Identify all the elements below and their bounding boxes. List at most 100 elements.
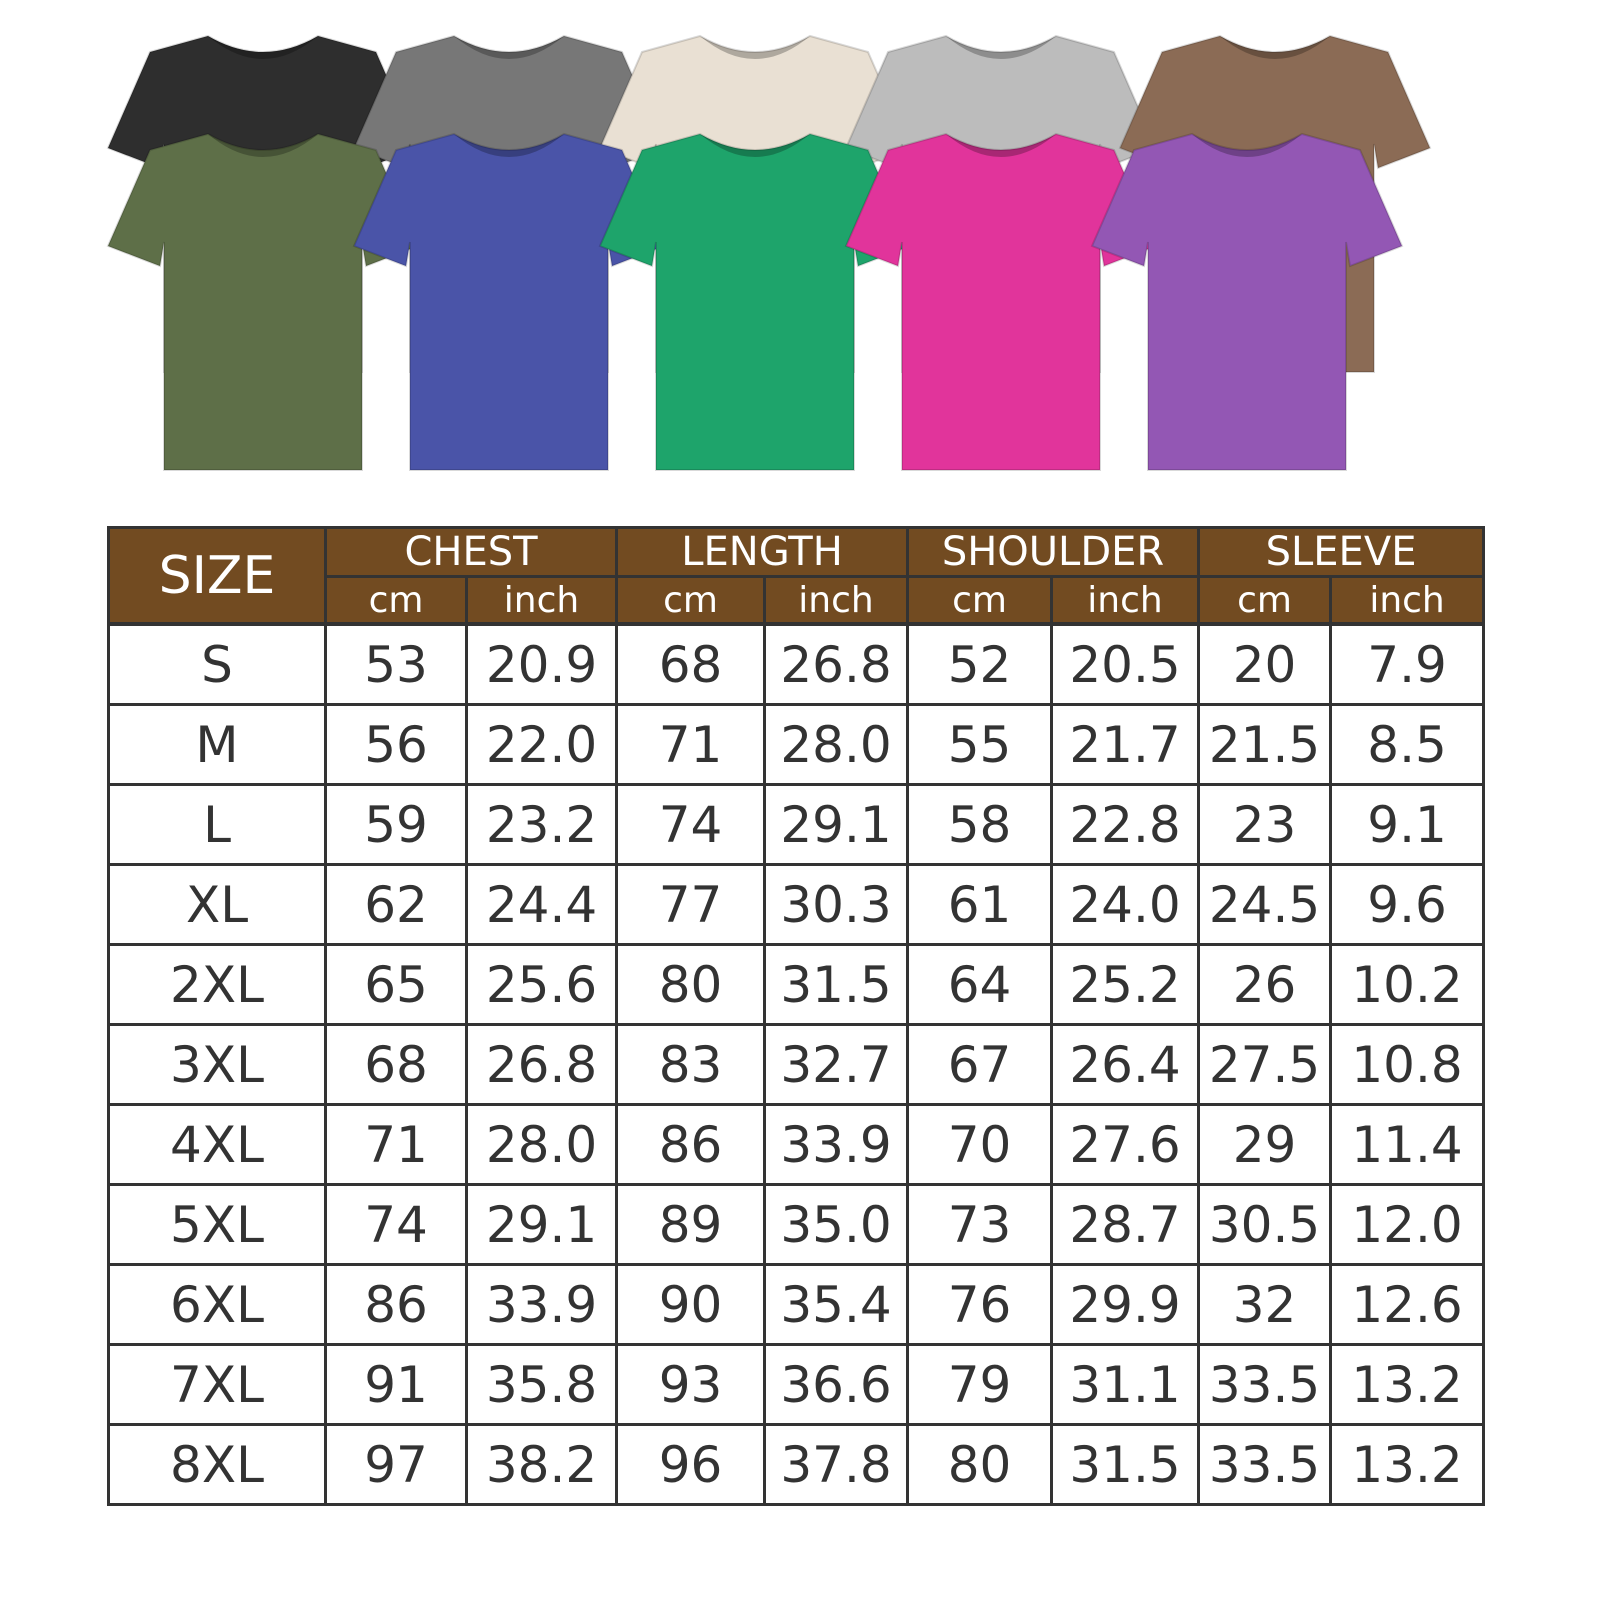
table-row: 4XL 71 28.0 86 33.9 70 27.6 29 11.4 <box>107 1103 1486 1186</box>
shoulder-inch-cell: 31.1 <box>1050 1343 1201 1426</box>
shoulder-cm-cell: 64 <box>906 943 1054 1026</box>
chest-inch-cell: 24.4 <box>464 863 619 946</box>
sleeve-cm-cell: 33.5 <box>1197 1343 1333 1426</box>
chest-inch-cell: 25.6 <box>464 943 619 1026</box>
shoulder-inch-cell: 29.9 <box>1050 1263 1201 1346</box>
length-inch-cell: 26.8 <box>763 622 910 706</box>
table-row: 7XL 91 35.8 93 36.6 79 31.1 33.5 13.2 <box>107 1343 1486 1426</box>
table-row: 6XL 86 33.9 90 35.4 76 29.9 32 12.6 <box>107 1263 1486 1346</box>
size-chart-table: SIZE CHEST LENGTH SHOULDER SLEEVE cm inc… <box>107 526 1486 1506</box>
size-cell: 6XL <box>107 1263 327 1346</box>
shoulder-cm-cell: 73 <box>906 1183 1054 1266</box>
shoulder-cm-cell: 52 <box>906 622 1054 706</box>
sleeve-inch-cell: 13.2 <box>1329 1343 1486 1426</box>
size-cell: S <box>107 622 327 706</box>
shoulder-cm-cell: 55 <box>906 703 1054 786</box>
chest-inch-cell: 20.9 <box>464 622 619 706</box>
length-cm-cell: 68 <box>615 622 767 706</box>
sleeve-cm-cell: 24.5 <box>1197 863 1333 946</box>
sleeve-cm-cell: 29 <box>1197 1103 1333 1186</box>
shoulder-cm-cell: 80 <box>906 1423 1054 1506</box>
shoulder-inch-cell: 31.5 <box>1050 1423 1201 1506</box>
length-header: LENGTH <box>615 526 910 578</box>
size-header: SIZE <box>107 526 327 626</box>
table-row: L 59 23.2 74 29.1 58 22.8 23 9.1 <box>107 783 1486 866</box>
chest-inch-cell: 23.2 <box>464 783 619 866</box>
shoulder-cm-cell: 70 <box>906 1103 1054 1186</box>
length-inch-cell: 37.8 <box>763 1423 910 1506</box>
green-tshirt <box>598 132 912 471</box>
length-inch-cell: 33.9 <box>763 1103 910 1186</box>
length-cm-cell: 83 <box>615 1023 767 1106</box>
sleeve-inch-cell: 10.8 <box>1329 1023 1486 1106</box>
table-row: 5XL 74 29.1 89 35.0 73 28.7 30.5 12.0 <box>107 1183 1486 1266</box>
sleeve-inch-cell: 9.6 <box>1329 863 1486 946</box>
shoulder-cm-cell: 76 <box>906 1263 1054 1346</box>
unit-inch-header: inch <box>465 575 619 626</box>
length-cm-cell: 96 <box>615 1423 767 1506</box>
chest-cm-cell: 68 <box>324 1023 468 1106</box>
sleeve-cm-cell: 33.5 <box>1197 1423 1333 1506</box>
size-rows: S 53 20.9 68 26.8 52 20.5 20 7.9 M 56 22.0 71 28.0 55 2… <box>107 622 1486 1506</box>
chest-cm-cell: 59 <box>324 783 468 866</box>
shoulder-inch-cell: 27.6 <box>1050 1103 1201 1186</box>
shoulder-cm-cell: 79 <box>906 1343 1054 1426</box>
chest-inch-cell: 26.8 <box>464 1023 619 1106</box>
shoulder-inch-cell: 20.5 <box>1050 622 1201 706</box>
blue-tshirt <box>352 132 666 471</box>
sleeve-inch-cell: 11.4 <box>1329 1103 1486 1186</box>
pink-tshirt <box>844 132 1158 471</box>
shoulder-cm-cell: 67 <box>906 1023 1054 1106</box>
length-inch-cell: 35.4 <box>763 1263 910 1346</box>
sleeve-cm-cell: 20 <box>1197 622 1333 706</box>
size-cell: 5XL <box>107 1183 327 1266</box>
unit-cm-header: cm <box>324 575 468 626</box>
unit-inch-header: inch <box>1329 575 1486 626</box>
unit-inch-header: inch <box>763 575 910 626</box>
size-cell: 4XL <box>107 1103 327 1186</box>
shoulder-cm-cell: 61 <box>906 863 1054 946</box>
shoulder-inch-cell: 21.7 <box>1050 703 1201 786</box>
table-row: 3XL 68 26.8 83 32.7 67 26.4 27.5 10.8 <box>107 1023 1486 1106</box>
unit-cm-header: cm <box>615 575 767 626</box>
size-cell: L <box>107 783 327 866</box>
chest-cm-cell: 97 <box>324 1423 468 1506</box>
shoulder-inch-cell: 28.7 <box>1050 1183 1201 1266</box>
length-inch-cell: 32.7 <box>763 1023 910 1106</box>
table-row: M 56 22.0 71 28.0 55 21.7 21.5 8.5 <box>107 703 1486 786</box>
shoulder-inch-cell: 26.4 <box>1050 1023 1201 1106</box>
sleeve-cm-cell: 23 <box>1197 783 1333 866</box>
sleeve-cm-cell: 26 <box>1197 943 1333 1026</box>
length-cm-cell: 86 <box>615 1103 767 1186</box>
sleeve-inch-cell: 8.5 <box>1329 703 1486 786</box>
length-cm-cell: 74 <box>615 783 767 866</box>
length-inch-cell: 29.1 <box>763 783 910 866</box>
length-cm-cell: 77 <box>615 863 767 946</box>
sleeve-inch-cell: 10.2 <box>1329 943 1486 1026</box>
size-cell: M <box>107 703 327 786</box>
length-cm-cell: 89 <box>615 1183 767 1266</box>
sleeve-cm-cell: 27.5 <box>1197 1023 1333 1106</box>
sleeve-header: SLEEVE <box>1197 526 1486 578</box>
sleeve-inch-cell: 9.1 <box>1329 783 1486 866</box>
chest-cm-cell: 53 <box>324 622 468 706</box>
size-cell: 8XL <box>107 1423 327 1506</box>
length-inch-cell: 30.3 <box>763 863 910 946</box>
table-row: S 53 20.9 68 26.8 52 20.5 20 7.9 <box>107 622 1486 706</box>
chest-cm-cell: 86 <box>324 1263 468 1346</box>
chest-cm-cell: 91 <box>324 1343 468 1426</box>
chest-header: CHEST <box>323 526 619 578</box>
sleeve-inch-cell: 7.9 <box>1329 622 1486 706</box>
olive-tshirt <box>106 132 420 471</box>
shoulder-inch-cell: 24.0 <box>1050 863 1201 946</box>
sleeve-inch-cell: 12.0 <box>1329 1183 1486 1266</box>
shoulder-cm-cell: 58 <box>906 783 1054 866</box>
length-cm-cell: 93 <box>615 1343 767 1426</box>
shoulder-inch-cell: 22.8 <box>1050 783 1201 866</box>
chest-cm-cell: 65 <box>324 943 468 1026</box>
length-inch-cell: 28.0 <box>763 703 910 786</box>
size-cell: 3XL <box>107 1023 327 1106</box>
table-row: 2XL 65 25.6 80 31.5 64 25.2 26 10.2 <box>107 943 1486 1026</box>
purple-tshirt <box>1090 132 1404 471</box>
unit-inch-header: inch <box>1050 575 1201 626</box>
